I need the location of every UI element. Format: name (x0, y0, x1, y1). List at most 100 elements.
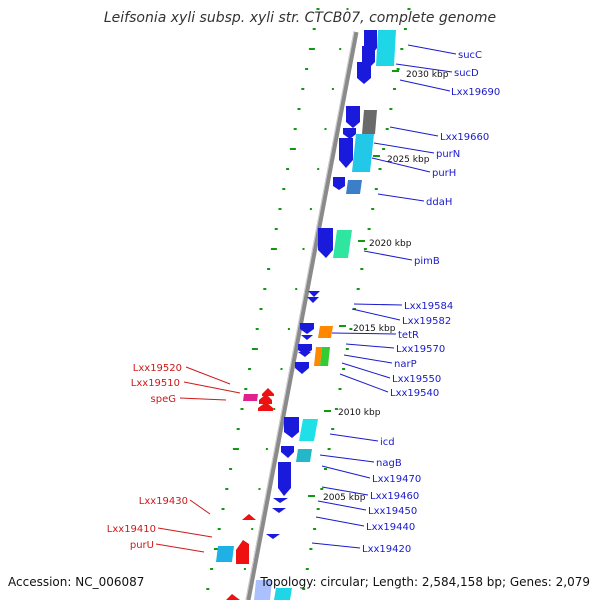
accession-label: Accession: NC_006087 (8, 575, 144, 589)
gene-ddaH[interactable] (333, 177, 345, 190)
label-icd[interactable]: icd (380, 437, 395, 448)
ring-dot (248, 368, 252, 370)
label-lxx19510[interactable]: Lxx19510 (131, 378, 180, 389)
ring-dot (407, 8, 411, 10)
gene-purH[interactable] (339, 138, 353, 168)
label-lxx19570[interactable]: Lxx19570 (396, 344, 445, 355)
label-leader-lines (155, 44, 457, 553)
gene-pimB-green[interactable] (333, 230, 352, 258)
label-lxx19690[interactable]: Lxx19690 (451, 87, 500, 98)
label-lxx19440[interactable]: Lxx19440 (366, 522, 415, 533)
gene-purH-cyan[interactable] (352, 134, 374, 172)
label-lxx19450[interactable]: Lxx19450 (368, 506, 417, 517)
ring-dot (232, 448, 239, 450)
gene-lxx19450[interactable] (273, 498, 288, 503)
ring-dot (312, 28, 316, 30)
label-lxx19540[interactable]: Lxx19540 (390, 388, 439, 399)
ring-dot (382, 148, 386, 150)
ring-dot (363, 248, 367, 250)
tick-label-2010: 2010 kbp (338, 408, 381, 418)
label-nagB[interactable]: nagB (376, 458, 402, 469)
gene-icd[interactable] (284, 417, 299, 438)
ring-dot (353, 308, 356, 310)
gene-nagB-cyan[interactable] (296, 449, 312, 462)
ring-dot (273, 408, 276, 410)
label-purU[interactable]: purU (130, 540, 154, 551)
gene-pimB[interactable] (318, 228, 333, 258)
ring-dot (244, 388, 248, 390)
gene-lxx19430[interactable] (242, 514, 256, 520)
gene-lxx19440[interactable] (272, 508, 286, 513)
ring-dot (339, 48, 342, 50)
gene-bottom-red[interactable] (226, 594, 240, 600)
label-lxx19520[interactable]: Lxx19520 (133, 363, 182, 374)
label-ddaH[interactable]: ddaH (426, 197, 452, 208)
ring-dot (367, 228, 371, 230)
gene-lxx19660-grey[interactable] (362, 110, 377, 134)
gene-bottom-cyan[interactable] (274, 588, 292, 600)
ring-dot (286, 168, 290, 170)
gene-lxx19410[interactable] (236, 540, 249, 564)
ring-dot (316, 508, 320, 510)
label-lxx19470[interactable]: Lxx19470 (372, 474, 421, 485)
label-speG[interactable]: speG (151, 394, 176, 405)
gene-lxx19510[interactable] (259, 394, 272, 404)
ring-dot (259, 308, 263, 310)
ring-dot (378, 168, 382, 170)
label-lxx19420[interactable]: Lxx19420 (362, 544, 411, 555)
label-lxx19550[interactable]: Lxx19550 (392, 374, 441, 385)
ring-dot (302, 588, 306, 590)
ring-dot (374, 188, 378, 190)
gene-lxx19584[interactable] (308, 291, 320, 297)
label-tetR[interactable]: tetR (398, 330, 419, 341)
gene-speG[interactable] (258, 402, 273, 411)
gene-tetR[interactable] (300, 323, 314, 334)
gene-narP-b[interactable] (298, 352, 311, 357)
ring-dot (393, 88, 396, 90)
label-lxx19660[interactable]: Lxx19660 (440, 132, 489, 143)
ring-dot (317, 168, 320, 170)
gene-narP-orange[interactable] (314, 347, 322, 366)
reverse-gene-labels: Lxx19520 Lxx19510 speG Lxx19430 Lxx19410… (107, 363, 188, 551)
label-lxx19584[interactable]: Lxx19584 (404, 301, 453, 312)
label-sucC[interactable]: sucC (458, 50, 482, 61)
label-purN[interactable]: purN (436, 149, 460, 160)
ring-dot (206, 588, 210, 590)
gene-sucD[interactable] (357, 62, 371, 84)
gene-bottom-lavender[interactable] (254, 580, 272, 600)
gene-lxx19470[interactable] (278, 462, 291, 496)
gene-lxx19570[interactable] (301, 335, 313, 340)
ring-dot (287, 328, 290, 330)
label-lxx19582[interactable]: Lxx19582 (402, 316, 451, 327)
ring-dot (221, 508, 225, 510)
gene-ddaH-blue[interactable] (346, 180, 362, 194)
ring-dot (346, 8, 349, 10)
label-lxx19430[interactable]: Lxx19430 (139, 496, 188, 507)
gene-lxx19550-green[interactable] (320, 347, 330, 366)
label-purH[interactable]: purH (432, 168, 456, 179)
gene-speG-magenta[interactable] (243, 394, 258, 401)
ring-dot (331, 428, 335, 430)
gene-sucC-cyan[interactable] (376, 30, 396, 66)
gene-purN[interactable] (343, 128, 356, 139)
gene-lxx19540[interactable] (295, 362, 309, 374)
label-sucD[interactable]: sucD (454, 68, 479, 79)
label-pimB[interactable]: pimB (414, 256, 440, 267)
gene-nagB[interactable] (281, 446, 294, 458)
label-lxx19460[interactable]: Lxx19460 (370, 491, 419, 502)
gene-lxx19420[interactable] (266, 534, 280, 539)
gene-lxx19660[interactable] (346, 106, 360, 128)
gene-purU-cyan[interactable] (216, 546, 234, 562)
ring-dot (229, 468, 233, 470)
gene-lxx19520[interactable] (262, 388, 274, 396)
label-narP[interactable]: narP (394, 359, 417, 370)
ring-dot (308, 48, 315, 50)
gene-tetR-orange[interactable] (318, 326, 333, 338)
ring-dot (278, 208, 282, 210)
ring-dot (297, 108, 301, 110)
gene-lxx19582[interactable] (307, 297, 319, 303)
ring-dot (316, 8, 320, 10)
label-lxx19410[interactable]: Lxx19410 (107, 524, 156, 535)
gene-icd-cyan[interactable] (299, 419, 318, 441)
